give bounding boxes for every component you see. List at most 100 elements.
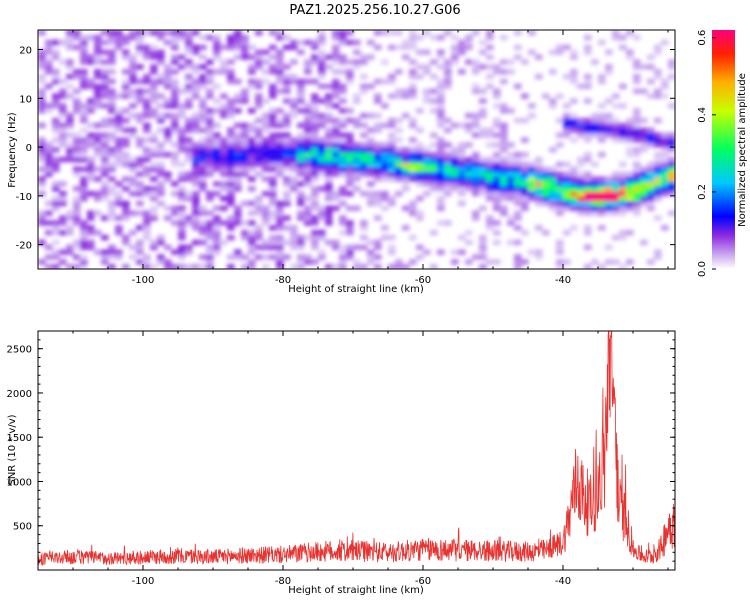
heatmap-cell	[409, 39, 417, 46]
heatmap-cell	[654, 44, 662, 51]
heatmap-cell	[633, 186, 641, 192]
heatmap-cell	[563, 161, 571, 168]
heatmap-cell	[87, 137, 95, 143]
heatmap-cell	[234, 151, 242, 158]
heatmap-cell	[227, 69, 235, 75]
heatmap-cell	[262, 59, 270, 65]
heatmap-cell	[262, 244, 270, 251]
heatmap-cell	[619, 127, 627, 134]
heatmap-cell	[353, 244, 361, 251]
heatmap-cell	[479, 249, 487, 255]
heatmap-cell	[612, 259, 620, 265]
heatmap-cell	[311, 259, 319, 265]
heatmap-cell	[619, 264, 627, 269]
heatmap-cell	[612, 93, 620, 99]
heatmap-cell	[556, 142, 564, 148]
heatmap-cell	[472, 117, 480, 124]
heatmap-cell	[304, 147, 312, 153]
heatmap-cell	[556, 93, 564, 99]
heatmap-cell	[346, 220, 354, 226]
heatmap-cell	[507, 186, 515, 192]
heatmap-cell	[640, 176, 648, 182]
heatmap-cell	[493, 151, 501, 158]
heatmap-cell	[234, 205, 242, 212]
heatmap-cell	[444, 59, 452, 65]
heatmap-cell	[668, 103, 675, 109]
heatmap-cell	[570, 112, 578, 119]
heatmap-cell	[87, 83, 95, 90]
heatmap-cell	[101, 83, 109, 90]
colorbar-tick-label: 0.2	[697, 184, 708, 200]
heatmap-cell	[514, 225, 522, 231]
heatmap-cell	[94, 166, 102, 173]
heatmap-cell	[262, 176, 270, 182]
heatmap-cell	[332, 205, 340, 212]
heatmap-cell	[528, 176, 536, 182]
heatmap-cell	[108, 103, 116, 109]
heatmap-cell	[332, 142, 340, 148]
heatmap-cell	[654, 181, 662, 187]
heatmap-cell	[647, 181, 655, 187]
heatmap-cell	[612, 186, 620, 192]
heatmap-cell	[451, 166, 459, 173]
heatmap-cell	[395, 127, 403, 134]
heatmap-cell	[647, 166, 655, 173]
heatmap-cell	[164, 39, 172, 46]
heatmap-cell	[73, 254, 81, 260]
heatmap-cell	[38, 54, 46, 60]
heatmap-cell	[59, 259, 67, 265]
heatmap-cell	[150, 64, 158, 70]
heatmap-cell	[164, 205, 172, 212]
heatmap-cell	[276, 264, 284, 269]
heatmap-cell	[430, 156, 438, 163]
heatmap-cell	[381, 147, 389, 153]
heatmap-cell	[619, 190, 627, 197]
heatmap-cell	[276, 69, 284, 75]
heatmap-cell	[577, 83, 585, 90]
heatmap-cell	[318, 229, 326, 236]
heatmap-cell	[122, 142, 130, 148]
heatmap-cell	[318, 215, 326, 221]
x-tick-label: -80	[275, 576, 291, 587]
heatmap-cell	[269, 88, 277, 95]
heatmap-cell	[290, 112, 298, 119]
heatmap-cell	[388, 200, 396, 207]
heatmap-cell	[416, 171, 424, 177]
y-tick-label: 2000	[7, 389, 32, 400]
heatmap-cell	[115, 34, 123, 41]
heatmap-cell	[52, 156, 60, 163]
heatmap-cell	[633, 205, 641, 212]
heatmap-cell	[654, 156, 662, 163]
heatmap-cell	[486, 132, 494, 138]
heatmap-cell	[80, 69, 88, 75]
heatmap-cell	[66, 59, 74, 65]
heatmap-cell	[80, 147, 88, 153]
heatmap-cell	[269, 161, 277, 168]
heatmap-cell	[416, 73, 424, 80]
heatmap-cell	[171, 34, 179, 41]
heatmap-cell	[80, 220, 88, 226]
heatmap-cell	[528, 166, 536, 173]
heatmap-cell	[59, 220, 67, 226]
heatmap-cell	[213, 44, 221, 51]
heatmap-cell	[143, 98, 151, 104]
heatmap-cell	[157, 93, 165, 99]
heatmap-cell	[199, 210, 207, 216]
heatmap-cell	[409, 59, 417, 65]
heatmap-cell	[437, 54, 445, 60]
heatmap-cell	[325, 156, 333, 163]
heatmap-cell	[528, 195, 536, 202]
heatmap-cell	[339, 220, 347, 226]
heatmap-cell	[332, 171, 340, 177]
heatmap-cell	[178, 34, 186, 41]
heatmap-cell	[612, 176, 620, 182]
heatmap-cell	[122, 83, 130, 90]
heatmap-cell	[430, 264, 438, 269]
heatmap-cell	[619, 122, 627, 129]
heatmap-cell	[388, 44, 396, 51]
heatmap-cell	[619, 234, 627, 241]
heatmap-cell	[45, 229, 53, 236]
heatmap-cell	[633, 122, 641, 129]
heatmap-cell	[87, 132, 95, 138]
heatmap-cell	[318, 166, 326, 173]
